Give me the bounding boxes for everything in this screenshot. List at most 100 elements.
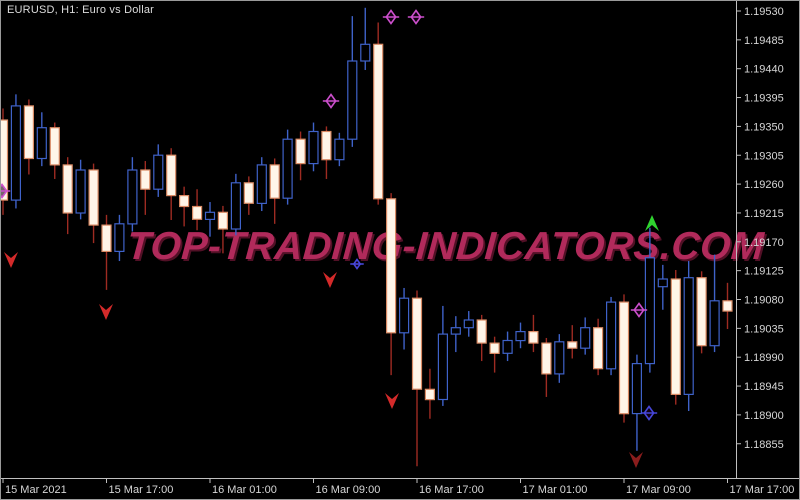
price-label: 1.19035 [744,323,784,335]
price-label: 1.19530 [744,6,784,18]
time-label: 15 Mar 17:00 [109,484,174,496]
price-label: 1.19170 [744,237,784,249]
price-label: 1.18990 [744,352,784,364]
candle [618,294,630,423]
candle [528,314,539,353]
time-label: 16 Mar 17:00 [419,484,484,496]
price-axis: 1.19530 1.19485 1.19440 1.19395 1.19350 1.193… [736,1,784,478]
time-label: 16 Mar 09:00 [316,484,381,496]
sell-arrow-icon [99,304,113,320]
candle [166,148,177,221]
candle [295,131,306,181]
buy-arrow-icon [645,215,659,231]
candle [321,126,332,179]
candle [127,157,138,232]
price-label: 1.19440 [744,64,784,76]
sell-arrow-icon [323,272,337,288]
time-label: 15 Mar 2021 [5,484,67,496]
candle [399,287,410,350]
candle [36,112,47,167]
sell-arrow-icon [629,452,643,468]
candle [49,122,60,179]
time-label: 17 Mar 17:00 [730,484,795,496]
time-label: 17 Mar 01:00 [523,484,588,496]
candle [502,331,513,362]
magenta-diamond-icon [322,93,340,109]
price-label: 1.19305 [744,150,784,162]
blue-diamond-icon [640,405,658,421]
price-label: 1.18900 [744,410,784,422]
candle [88,163,99,244]
candle [605,296,617,376]
candle [217,205,228,254]
chart-title: EURUSD, H1: Euro vs Dollar [7,4,155,16]
candle [696,271,707,354]
candle [282,129,293,205]
candle [153,144,164,197]
time-axis: 15 Mar 2021 15 Mar 17:00 16 Mar 01:00 16 Ma… [1,478,799,496]
candle [541,337,552,397]
candle [230,173,241,236]
sell-arrow-icon [385,393,399,409]
candle [515,322,526,349]
candle [670,270,681,405]
candle [386,193,397,376]
candle [269,158,280,224]
price-label: 1.19215 [744,208,784,220]
candle [243,176,254,215]
candle [489,336,500,373]
magenta-diamond-icon [630,302,648,318]
candle [373,22,384,205]
candle [476,314,487,362]
candle [592,318,604,376]
candle [360,7,371,70]
candle [75,159,86,220]
candle [347,16,358,147]
price-label: 1.18945 [744,381,784,393]
candle [192,189,203,231]
price-label: 1.19080 [744,295,784,307]
candle [334,132,345,167]
candle [450,316,461,353]
candle [644,227,656,373]
price-label: 1.19395 [744,93,784,105]
candle [631,354,643,451]
price-label: 1.19125 [744,266,784,278]
sell-arrow-icon [4,252,18,268]
candle [683,261,694,412]
markers-layer [1,9,659,468]
candle [62,157,73,235]
candle [463,311,474,337]
candle [722,282,733,329]
magenta-diamond-icon [1,183,11,199]
candle [554,334,565,383]
time-label: 16 Mar 01:00 [212,484,277,496]
candle [140,161,151,215]
blue-diamond-icon [350,258,364,270]
candle [1,108,9,215]
candle [101,214,112,290]
candles-layer [1,7,733,467]
candle [179,186,190,227]
candle [114,214,125,262]
price-label: 1.19350 [744,121,784,133]
price-label: 1.19260 [744,179,784,191]
candle [256,157,267,212]
candle [308,122,319,172]
candle [204,202,216,237]
magenta-diamond-icon [407,9,425,25]
time-label: 17 Mar 09:00 [626,484,691,496]
candle [424,368,435,419]
price-label: 1.18855 [744,439,784,451]
candle [709,254,720,353]
candle [657,264,668,310]
candle [437,305,448,406]
candle [580,317,591,355]
price-label: 1.19485 [744,35,784,47]
candle [411,290,423,467]
candle [10,94,21,209]
candle [23,99,34,175]
candle [567,325,578,359]
